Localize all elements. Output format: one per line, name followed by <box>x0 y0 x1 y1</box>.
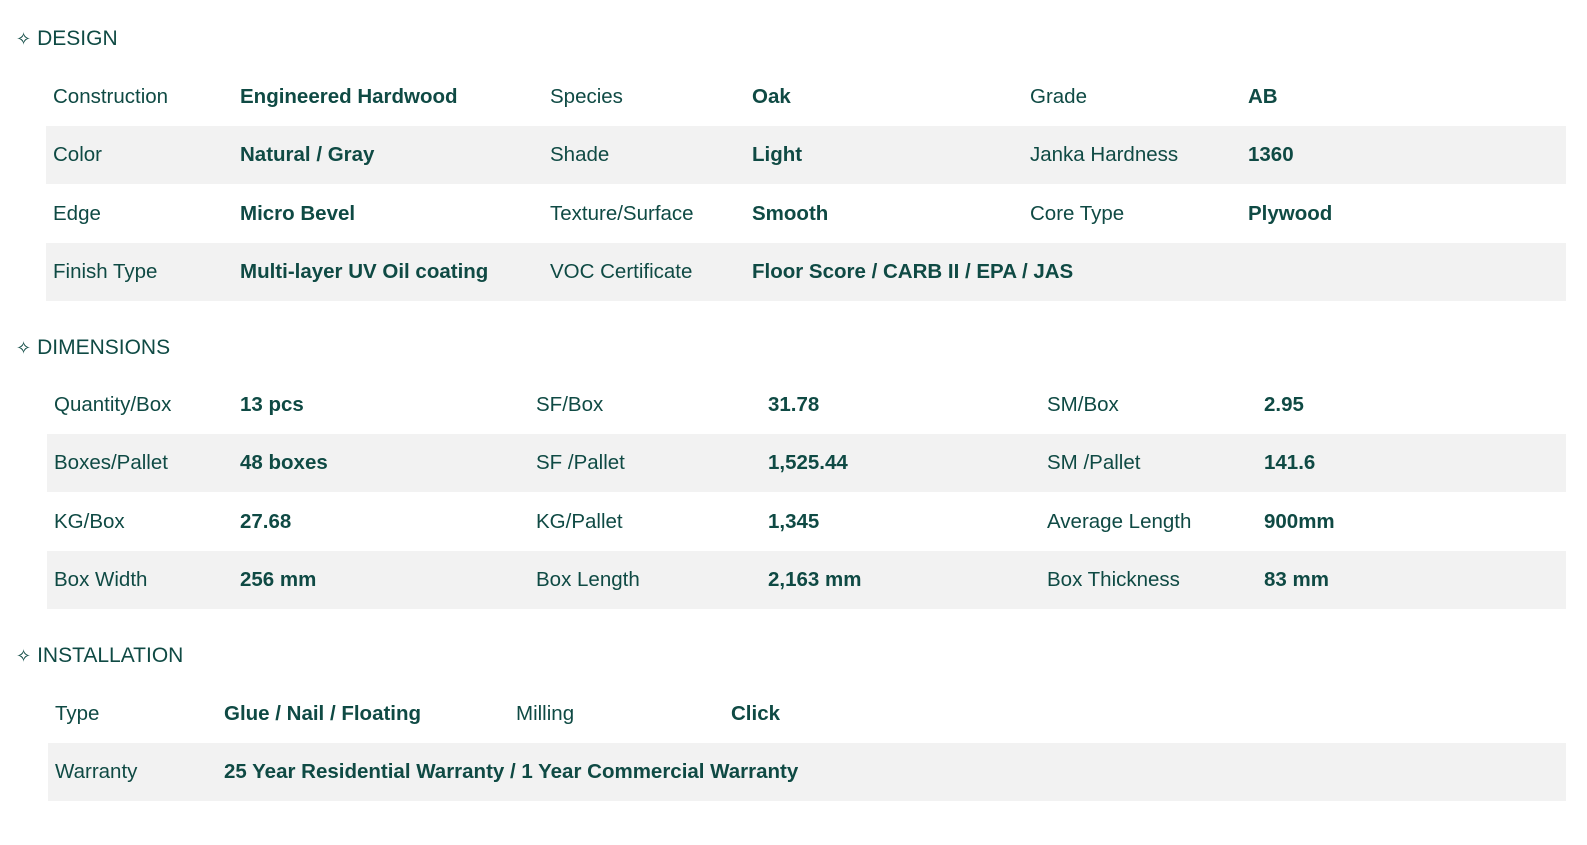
sparkle-icon: ✧ <box>16 338 32 358</box>
section-heading-design: ✧ DESIGN <box>16 27 118 51</box>
sparkle-icon: ✧ <box>16 29 32 49</box>
spec-row: Color Natural / Gray Shade Light Janka Hardn… <box>46 126 1566 185</box>
sparkle-icon: ✧ <box>16 646 32 666</box>
spec-label: Species <box>550 85 623 108</box>
spec-label: Texture/Surface <box>550 201 694 225</box>
spec-value: 27.68 <box>240 509 292 533</box>
spec-label: SF/Box <box>536 393 604 416</box>
spec-label: Core Type <box>1030 201 1125 225</box>
spec-value: 25 Year Residential Warranty / 1 Year Co… <box>224 760 799 784</box>
spec-value: 256 mm <box>240 567 317 591</box>
spec-row: Construction Engineered Hardwood Species Oa… <box>46 68 1566 126</box>
spec-label: Janka Hardness <box>1030 143 1179 167</box>
spec-label: Type <box>55 702 100 725</box>
spec-value: 48 boxes <box>240 451 328 475</box>
spec-row: KG/Box 27.68 KG/Pallet 1,345 Average Length 9… <box>47 493 1566 551</box>
section-heading-installation: ✧ INSTALLATION <box>16 644 183 668</box>
spec-value: Oak <box>752 85 791 108</box>
spec-value: 141.6 <box>1264 451 1316 475</box>
spec-value: Multi-layer UV Oil coating <box>240 259 489 283</box>
spec-row: Finish Type Multi-layer UV Oil coating VOC… <box>46 242 1566 301</box>
spec-value: 1,345 <box>768 509 820 533</box>
spec-label: SF /Pallet <box>536 451 625 475</box>
spec-value: 2.95 <box>1264 393 1304 416</box>
spec-label: Finish Type <box>53 259 158 283</box>
spec-row: Quantity/Box 13 pcs SF/Box 31.78 SM/Box 2.95 <box>47 376 1566 434</box>
spec-value: 900mm <box>1264 509 1335 533</box>
spec-value: Engineered Hardwood <box>240 85 458 108</box>
spec-label: Shade <box>550 143 610 167</box>
section-title: DESIGN <box>37 27 118 50</box>
spec-label: Color <box>53 143 102 167</box>
spec-row: Box Width 256 mm Box Length 2,163 mm Box Thi… <box>47 550 1566 609</box>
spec-value: Floor Score / CARB II / EPA / JAS <box>752 259 1074 283</box>
spec-row: Boxes/Pallet 48 boxes SF /Pallet 1,525.44 SM… <box>47 434 1566 493</box>
spec-label: KG/Box <box>54 509 125 533</box>
spec-value: Smooth <box>752 201 829 225</box>
spec-label: Box Thickness <box>1047 567 1180 591</box>
spec-value: 1,525.44 <box>768 451 848 475</box>
spec-label: Quantity/Box <box>54 393 172 416</box>
spec-value: Plywood <box>1248 201 1333 225</box>
section-title: INSTALLATION <box>37 644 184 667</box>
spec-value: 83 mm <box>1264 567 1329 591</box>
spec-label: SM /Pallet <box>1047 451 1141 475</box>
spec-value: Click <box>731 702 780 725</box>
spec-value: Natural / Gray <box>240 143 375 167</box>
spec-label: SM/Box <box>1047 393 1119 416</box>
spec-value: AB <box>1248 85 1278 108</box>
spec-value: 1360 <box>1248 143 1294 167</box>
spec-label: KG/Pallet <box>536 509 623 533</box>
spec-value: 13 pcs <box>240 393 304 416</box>
spec-label: Warranty <box>55 760 138 784</box>
spec-label: Construction <box>53 85 169 108</box>
spec-row: Warranty 25 Year Residential Warranty / 1… <box>48 743 1566 802</box>
spec-value: Micro Bevel <box>240 201 356 225</box>
spec-label: VOC Certificate <box>550 259 693 283</box>
spec-value: 31.78 <box>768 393 820 416</box>
spec-row: Type Glue / Nail / Floating Milling Click <box>48 685 1566 743</box>
spec-label: Milling <box>516 702 575 725</box>
spec-label: Average Length <box>1047 509 1192 533</box>
spec-label: Box Length <box>536 567 640 591</box>
spec-label: Boxes/Pallet <box>54 451 168 475</box>
spec-label: Box Width <box>54 567 148 591</box>
spec-value: Light <box>752 143 803 167</box>
section-title: DIMENSIONS <box>37 336 171 359</box>
spec-label: Edge <box>53 201 101 225</box>
spec-value: Glue / Nail / Floating <box>224 702 422 725</box>
section-heading-dimensions: ✧ DIMENSIONS <box>16 336 170 360</box>
spec-value: 2,163 mm <box>768 567 862 591</box>
spec-row: Edge Micro Bevel Texture/Surface Smooth Core… <box>46 185 1566 243</box>
spec-label: Grade <box>1030 85 1087 108</box>
